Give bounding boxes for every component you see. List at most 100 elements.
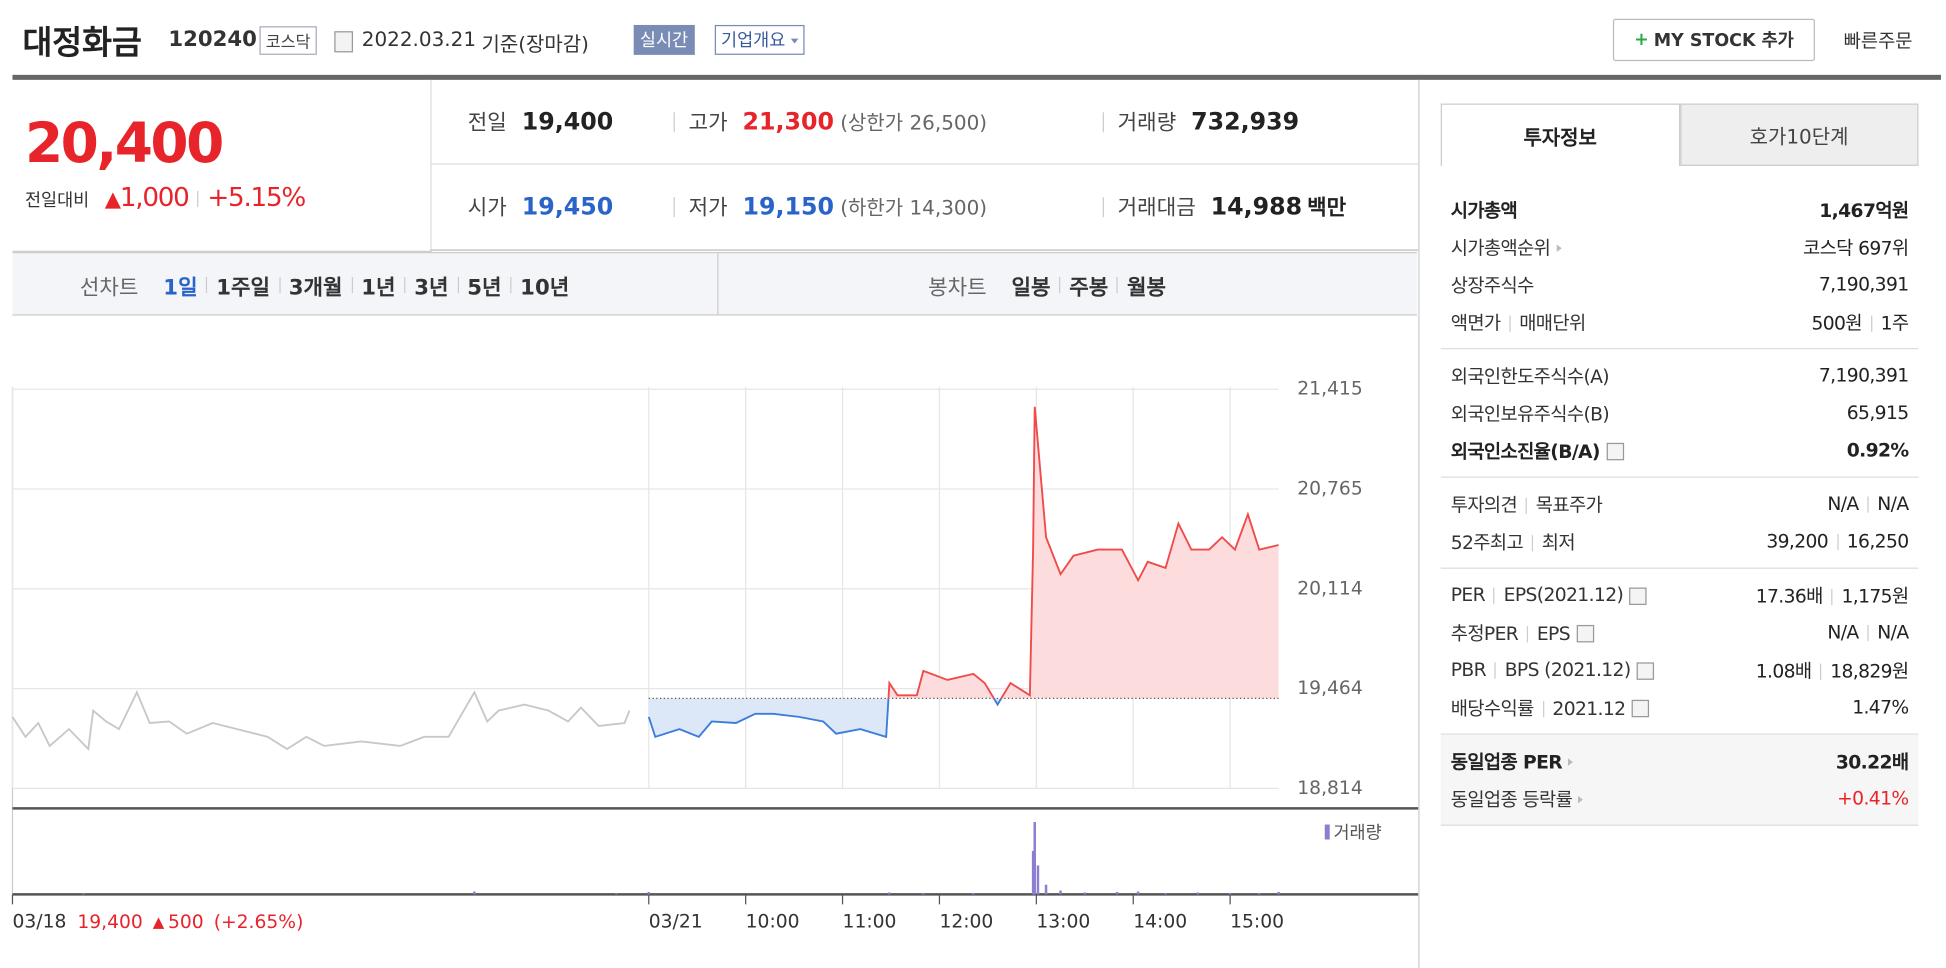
value-part: 7,190,391: [1818, 364, 1909, 387]
separator: [206, 276, 208, 294]
period-item[interactable]: 5년: [467, 275, 502, 301]
calendar-icon: [334, 31, 354, 53]
info-label: 시가: [467, 195, 507, 221]
volume-bar: [473, 891, 476, 895]
volume-bar: [1031, 850, 1035, 895]
current-price: 20,400: [24, 112, 224, 176]
label-part: 외국인소진율(B/A): [1450, 439, 1601, 463]
period-item[interactable]: 3년: [414, 275, 449, 301]
tabs: 투자정보 호가10단계: [1440, 103, 1919, 166]
volume-bar: [1059, 890, 1062, 895]
row-value: 30.22배: [1836, 748, 1909, 774]
tab[interactable]: 투자정보: [1440, 103, 1680, 166]
info-cell: 저가 19,150 (하한가 14,300): [689, 190, 988, 220]
info-value: 19,450: [521, 193, 614, 221]
panel-row: 배당수익률 2021.12 1.47%: [1451, 689, 1909, 726]
row-label: 상장주식수: [1450, 271, 1535, 297]
row-label: 투자의견 목표주가: [1451, 491, 1603, 517]
info-value: 19,400: [521, 108, 614, 136]
value-part: 7,190,391: [1818, 273, 1909, 296]
change-pct: +5.15%: [207, 182, 306, 213]
value-part: N/A: [1877, 492, 1909, 516]
info-note: (상한가 26,500): [840, 111, 988, 135]
label-part: 상장주식수: [1450, 273, 1535, 297]
separator: [1526, 625, 1529, 642]
company-button[interactable]: 기업개요: [714, 24, 805, 55]
row-value: 500원 1주: [1811, 309, 1909, 335]
market-badge: 코스닥: [259, 26, 317, 55]
label-part: 2021.12: [1552, 696, 1626, 720]
value-part: +0.41%: [1837, 787, 1909, 810]
quick-order[interactable]: 빠른주문: [1843, 29, 1913, 53]
period-item[interactable]: 1주일: [216, 275, 271, 301]
row-value: N/A N/A: [1827, 492, 1909, 516]
period-label: 봉차트: [928, 275, 987, 301]
panel-divider: [1418, 79, 1420, 968]
help-icon[interactable]: [1631, 699, 1650, 718]
help-icon[interactable]: [1576, 624, 1594, 643]
candle-periods: 봉차트 일봉 주봉 월봉: [928, 269, 1167, 301]
separator: [1117, 276, 1119, 294]
label-part: 시가총액순위: [1450, 236, 1551, 259]
period-item[interactable]: 1년: [361, 275, 396, 301]
info-divider: [430, 163, 1419, 165]
volume-bar: [922, 892, 925, 895]
panel-row: 시가총액 1,467억원: [1451, 191, 1909, 228]
help-icon[interactable]: [1606, 442, 1624, 461]
info-value: 732,939: [1191, 108, 1300, 136]
volume-bar: [1033, 822, 1036, 895]
separator: [278, 276, 281, 294]
info-note: (하한가 14,300): [840, 195, 988, 220]
row-label: 액면가 매매단위: [1451, 309, 1586, 335]
y-tick-label: 20,765: [1297, 478, 1362, 499]
panel-row: 동일업종 등락률 +0.41%: [1451, 780, 1909, 817]
period-bar: [12, 251, 1418, 316]
panel-section: 외국인한도주식수(A) 7,190,391 외국인보유주식수(B) 65,915 외국인…: [1440, 349, 1919, 478]
line-periods: 선차트 1일 1주일 3개월 1년 3년 5년 10년: [79, 269, 570, 301]
mystock-button[interactable]: + MY STOCK 추가: [1612, 18, 1815, 62]
help-icon[interactable]: [1636, 661, 1655, 680]
period-item[interactable]: 월봉: [1127, 275, 1167, 301]
volume-bar: [1277, 891, 1280, 895]
tab[interactable]: 호가10단계: [1679, 103, 1919, 166]
row-value: 1.08배 18,829원: [1756, 657, 1909, 683]
period-item[interactable]: 10년: [520, 275, 570, 301]
info-sep: [673, 197, 675, 218]
period-item[interactable]: 1일: [163, 275, 198, 301]
top-rule: [12, 74, 1941, 80]
volume-legend: 거래량: [1333, 823, 1381, 843]
value-part: 1.08배: [1755, 659, 1812, 682]
company-label: 기업개요: [720, 31, 786, 52]
volume-bar: [1228, 892, 1232, 895]
value-part: N/A: [1827, 621, 1859, 644]
volume-bar: [1164, 892, 1167, 895]
label-part: 동일업종 PER: [1450, 750, 1563, 773]
separator: [351, 276, 353, 294]
separator: [404, 276, 406, 294]
volume-bar: [1115, 891, 1119, 895]
change-value: 1,000: [119, 182, 190, 213]
help-icon[interactable]: [1629, 586, 1647, 605]
info-cell: 시가 19,450: [467, 190, 614, 221]
period-item[interactable]: 3개월: [288, 275, 343, 301]
value-part: 16,250: [1846, 530, 1909, 553]
info-unit: 백만: [1307, 195, 1347, 221]
info-value: 21,300: [742, 108, 835, 136]
y-tick-label: 20,114: [1297, 578, 1362, 599]
period-item[interactable]: 일봉: [1011, 275, 1051, 301]
separator: [1493, 587, 1495, 604]
period-label: 선차트: [79, 275, 139, 301]
info-sep: [673, 112, 675, 133]
info-cell: 전일 19,400: [468, 105, 613, 136]
label-part: 동일업종 등락률: [1450, 787, 1573, 811]
panel-row: 52주최고 최저 39,200 16,250: [1451, 523, 1909, 560]
realtime-button[interactable]: 실시간: [633, 24, 695, 55]
volume-bar: [647, 891, 651, 895]
info-cell: 거래대금 14,988 백만: [1118, 190, 1347, 221]
row-label: 52주최고 최저: [1451, 528, 1576, 554]
row-value: 코스닥 697위: [1803, 234, 1909, 260]
period-item[interactable]: 주봉: [1069, 275, 1109, 301]
label-part: EPS: [1536, 621, 1571, 645]
separator: [1820, 662, 1822, 680]
